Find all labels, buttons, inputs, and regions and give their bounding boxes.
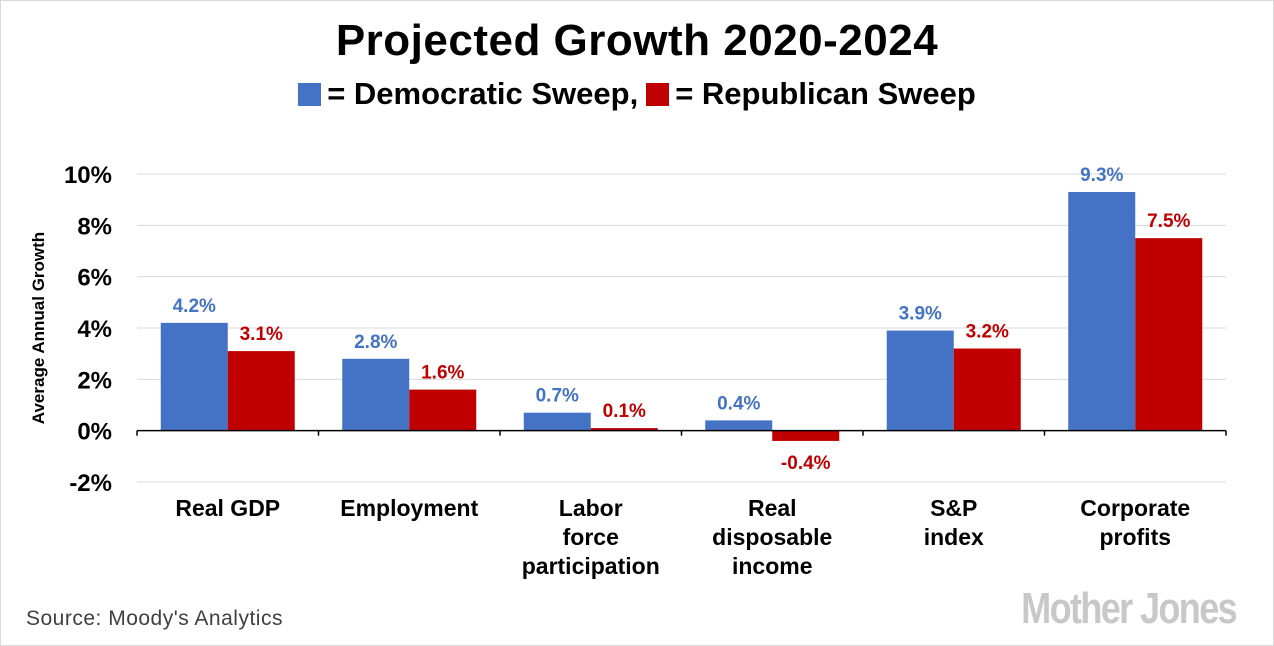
x-tick-label-line: income [732, 553, 813, 579]
x-tick-label-line: Real [748, 495, 797, 521]
bar-republican [772, 430, 840, 441]
x-tick-label-line: profits [1099, 524, 1171, 550]
bar-democratic [160, 322, 228, 431]
bar-democratic [523, 412, 591, 431]
value-label-democratic: 0.4% [717, 393, 760, 414]
x-tick-label: Corporate profits [1080, 495, 1190, 550]
x-tick-label: Real disposable income [712, 495, 832, 579]
y-tick-label: -2% [69, 470, 112, 497]
y-tick-label: 2% [77, 367, 112, 394]
source-note: Source: Moody's Analytics [26, 607, 283, 630]
bar-democratic [1068, 191, 1136, 431]
legend-swatch-democratic [298, 83, 322, 106]
x-tick-label-line: Real GDP [175, 495, 280, 521]
x-tick-label: S&P index [924, 495, 984, 550]
x-tick-label-line: index [924, 524, 984, 550]
value-label-republican: 7.5% [1147, 211, 1190, 232]
y-tick-label: 8% [77, 213, 112, 240]
legend: = Democratic Sweep, = Republican Sweep [0, 76, 1274, 112]
x-tick-label: Labor force participation [522, 495, 660, 579]
x-tick-label: Employment [340, 495, 478, 521]
x-tick-label-line: force [563, 524, 619, 550]
y-tick-label: 0% [77, 419, 112, 446]
bar-republican [1135, 238, 1203, 431]
legend-swatch-republican [646, 83, 670, 106]
brand-logo: Mother Jones [1021, 584, 1238, 633]
value-label-republican: 0.1% [603, 401, 646, 422]
bar-republican [590, 428, 658, 431]
value-label-democratic: 4.2% [173, 296, 216, 317]
bar-republican [953, 348, 1021, 431]
value-label-republican: -0.4% [781, 453, 831, 474]
legend-label-democratic: = Democratic Sweep, [327, 76, 639, 111]
x-tick-label-line: S&P [930, 495, 977, 521]
x-tick-label-line: participation [522, 553, 660, 579]
legend-label-republican: = Republican Sweep [675, 76, 976, 111]
x-tick-label-line: disposable [712, 524, 832, 550]
bar-republican [227, 351, 295, 431]
value-label-democratic: 9.3% [1080, 165, 1123, 186]
y-axis-label: Average Annual Growth [29, 232, 48, 424]
x-tick-label-line: Labor [559, 495, 623, 521]
value-label-democratic: 3.9% [899, 304, 942, 325]
value-label-democratic: 2.8% [354, 332, 397, 353]
bar-democratic [886, 330, 954, 431]
bar-republican [409, 389, 477, 431]
x-tick-label-line: Corporate [1080, 495, 1190, 521]
bar-democratic [705, 420, 773, 431]
value-label-republican: 3.1% [240, 324, 283, 345]
y-tick-label: 10% [64, 162, 112, 189]
x-tick-label-line: Employment [340, 495, 478, 521]
value-label-republican: 3.2% [966, 322, 1009, 343]
chart-title: Projected Growth 2020-2024 [335, 16, 939, 65]
value-label-republican: 1.6% [421, 363, 464, 384]
y-tick-label: 6% [77, 265, 112, 292]
bar-democratic [342, 358, 410, 431]
value-label-democratic: 0.7% [536, 386, 579, 407]
y-tick-label: 4% [77, 316, 112, 343]
x-tick-label: Real GDP [175, 495, 280, 521]
